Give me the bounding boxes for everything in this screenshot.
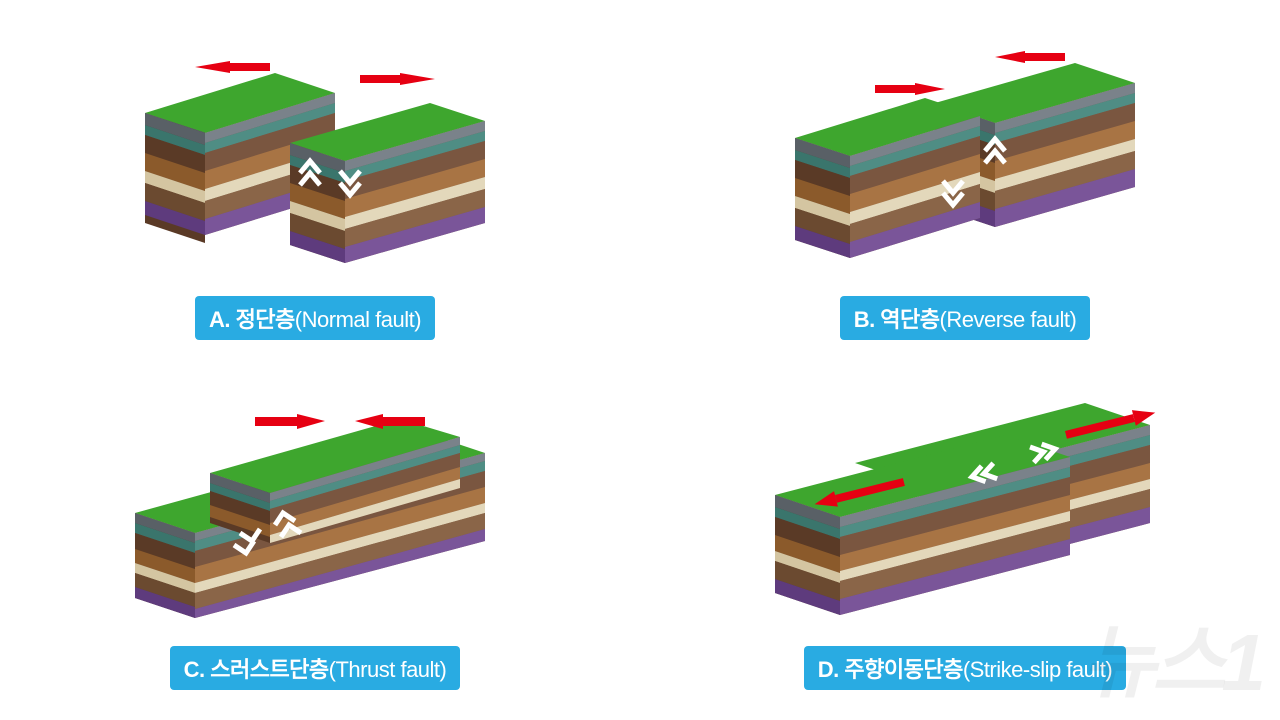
label-d: D. 주향이동단층(Strike-slip fault) [804, 646, 1126, 690]
panel-reverse-fault: B. 역단층(Reverse fault) [710, 30, 1220, 340]
label-a-sub: (Normal fault) [295, 307, 421, 332]
strike-slip-svg [765, 393, 1165, 633]
label-d-main: D. 주향이동단층 [818, 657, 963, 682]
label-b-main: B. 역단층 [854, 307, 940, 332]
red-arrow-right [360, 73, 435, 85]
label-b-sub: (Reverse fault) [940, 307, 1077, 332]
panel-strike-slip-fault: D. 주향이동단층(Strike-slip fault) [710, 380, 1220, 690]
label-c: C. 스러스트단층(Thrust fault) [170, 646, 461, 690]
label-c-sub: (Thrust fault) [329, 657, 447, 682]
normal-fault-svg [135, 43, 495, 283]
label-a-main: A. 정단층 [209, 307, 295, 332]
diagram-normal [60, 30, 570, 296]
diagram-strike-slip [710, 380, 1220, 646]
label-b: B. 역단층(Reverse fault) [840, 296, 1091, 340]
red-arrow-right-c [255, 414, 325, 429]
red-arrow-left [195, 61, 270, 73]
fault-grid: A. 정단층(Normal fault) [0, 0, 1280, 720]
reverse-fault-svg [785, 43, 1145, 283]
red-arrow-left-b [995, 51, 1065, 63]
diagram-thrust [60, 380, 570, 646]
label-a: A. 정단층(Normal fault) [195, 296, 435, 340]
label-d-sub: (Strike-slip fault) [963, 657, 1112, 682]
thrust-fault-svg [125, 393, 505, 633]
diagram-reverse [710, 30, 1220, 296]
panel-normal-fault: A. 정단층(Normal fault) [60, 30, 570, 340]
label-c-main: C. 스러스트단층 [184, 657, 329, 682]
panel-thrust-fault: C. 스러스트단층(Thrust fault) [60, 380, 570, 690]
red-arrow-right-b [875, 83, 945, 95]
